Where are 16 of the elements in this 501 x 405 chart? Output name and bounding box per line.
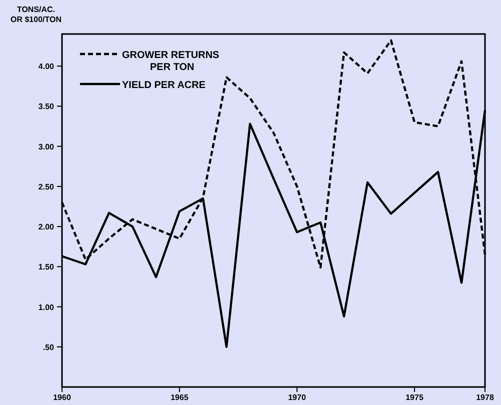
legend-label: GROWER RETURNS PER TON bbox=[122, 50, 220, 73]
y-tick-label: 2.50 bbox=[38, 182, 55, 192]
y-tick-label: 1.00 bbox=[38, 302, 55, 312]
y-tick-label: 1.50 bbox=[38, 262, 55, 272]
x-tick-label: 1960 bbox=[53, 393, 72, 402]
y-tick-label: .50 bbox=[42, 342, 55, 352]
x-tick-label: 1975 bbox=[406, 393, 424, 402]
y-tick-label: 3.00 bbox=[38, 142, 55, 152]
y-tick-label: 4.00 bbox=[38, 62, 55, 72]
x-tick-label: 1978 bbox=[476, 393, 494, 402]
legend-label: YIELD PER ACRE bbox=[122, 80, 206, 91]
y-tick-label: 2.00 bbox=[38, 222, 55, 232]
y-tick-label: 3.50 bbox=[38, 102, 55, 112]
x-tick-label: 1970 bbox=[288, 393, 306, 402]
y-axis-title: TONS/AC. OR $100/TON bbox=[10, 5, 62, 24]
x-tick-label: 1965 bbox=[170, 393, 189, 402]
